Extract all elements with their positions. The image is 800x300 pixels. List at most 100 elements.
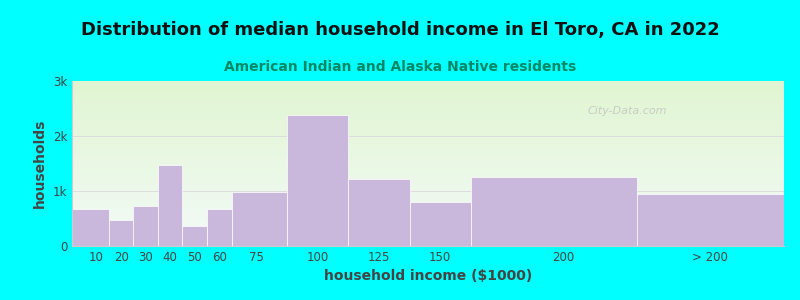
Bar bbox=[72, 114, 784, 116]
Bar bbox=[72, 239, 784, 241]
Bar bbox=[72, 221, 784, 223]
Bar bbox=[72, 91, 784, 92]
Bar bbox=[134, 206, 158, 246]
Bar bbox=[72, 177, 784, 178]
Bar bbox=[72, 211, 784, 213]
Bar bbox=[72, 216, 784, 218]
Bar bbox=[72, 94, 784, 96]
Bar bbox=[72, 244, 784, 246]
Y-axis label: households: households bbox=[34, 119, 47, 208]
Bar bbox=[72, 224, 784, 226]
Bar bbox=[72, 144, 784, 145]
Bar bbox=[72, 122, 784, 124]
Bar bbox=[72, 200, 784, 202]
Bar bbox=[72, 142, 784, 144]
Bar bbox=[72, 170, 784, 172]
X-axis label: household income ($1000): household income ($1000) bbox=[324, 269, 532, 284]
Bar bbox=[72, 130, 784, 132]
Bar bbox=[72, 178, 784, 180]
Bar bbox=[72, 136, 784, 137]
Bar bbox=[72, 88, 784, 89]
Bar bbox=[72, 182, 784, 183]
Bar bbox=[158, 165, 182, 246]
Bar bbox=[72, 89, 784, 91]
Bar bbox=[72, 101, 784, 102]
Bar bbox=[72, 81, 784, 82]
Bar bbox=[72, 104, 784, 106]
Bar bbox=[72, 191, 784, 193]
Bar bbox=[72, 102, 784, 104]
Bar bbox=[410, 202, 471, 246]
Bar bbox=[72, 127, 784, 129]
Bar bbox=[72, 198, 784, 200]
Bar bbox=[72, 188, 784, 190]
Bar bbox=[72, 165, 784, 167]
Bar bbox=[72, 167, 784, 168]
Bar bbox=[471, 177, 637, 246]
Bar bbox=[72, 187, 784, 188]
Bar bbox=[72, 235, 784, 236]
Bar bbox=[72, 150, 784, 152]
Bar bbox=[72, 243, 784, 244]
Bar bbox=[72, 139, 784, 140]
Bar bbox=[72, 117, 784, 119]
Bar bbox=[72, 190, 784, 192]
Bar bbox=[72, 230, 784, 231]
Bar bbox=[72, 154, 784, 155]
Bar bbox=[72, 231, 784, 233]
Text: Distribution of median household income in El Toro, CA in 2022: Distribution of median household income … bbox=[81, 21, 719, 39]
Bar bbox=[72, 241, 784, 243]
Bar bbox=[72, 111, 784, 112]
Bar bbox=[72, 223, 784, 224]
Bar bbox=[72, 147, 784, 148]
Bar bbox=[287, 115, 348, 246]
Bar bbox=[72, 236, 784, 238]
Bar bbox=[72, 112, 784, 114]
Bar bbox=[109, 220, 134, 246]
Bar bbox=[72, 148, 784, 150]
Bar bbox=[72, 205, 784, 206]
Bar bbox=[72, 157, 784, 158]
Bar bbox=[72, 106, 784, 107]
Bar bbox=[182, 226, 207, 246]
Bar bbox=[72, 208, 109, 246]
Bar bbox=[72, 185, 784, 187]
Bar bbox=[72, 132, 784, 134]
Bar bbox=[72, 119, 784, 121]
Bar bbox=[72, 121, 784, 122]
Bar bbox=[72, 195, 784, 196]
Bar bbox=[72, 140, 784, 142]
Bar bbox=[72, 107, 784, 109]
Bar bbox=[72, 155, 784, 157]
Bar bbox=[207, 209, 231, 246]
Bar bbox=[72, 183, 784, 185]
Bar bbox=[72, 82, 784, 84]
Bar bbox=[72, 98, 784, 99]
Bar bbox=[72, 196, 784, 198]
Text: American Indian and Alaska Native residents: American Indian and Alaska Native reside… bbox=[224, 60, 576, 74]
Bar bbox=[72, 84, 784, 86]
Bar bbox=[72, 172, 784, 173]
Bar bbox=[231, 192, 287, 246]
Bar bbox=[72, 137, 784, 139]
Bar bbox=[72, 162, 784, 164]
Bar bbox=[72, 92, 784, 94]
Bar bbox=[72, 206, 784, 208]
Bar bbox=[72, 158, 784, 160]
Bar bbox=[72, 228, 784, 230]
Bar bbox=[72, 86, 784, 88]
Bar bbox=[72, 175, 784, 177]
Bar bbox=[72, 210, 784, 211]
Bar bbox=[72, 160, 784, 162]
Bar bbox=[72, 173, 784, 175]
Bar bbox=[72, 203, 784, 205]
Bar bbox=[72, 129, 784, 130]
Bar bbox=[637, 194, 784, 246]
Bar bbox=[72, 233, 784, 235]
Bar bbox=[72, 152, 784, 154]
Bar bbox=[72, 218, 784, 220]
Bar bbox=[72, 208, 784, 210]
Bar bbox=[72, 213, 784, 215]
Bar bbox=[72, 96, 784, 98]
Bar bbox=[72, 220, 784, 221]
